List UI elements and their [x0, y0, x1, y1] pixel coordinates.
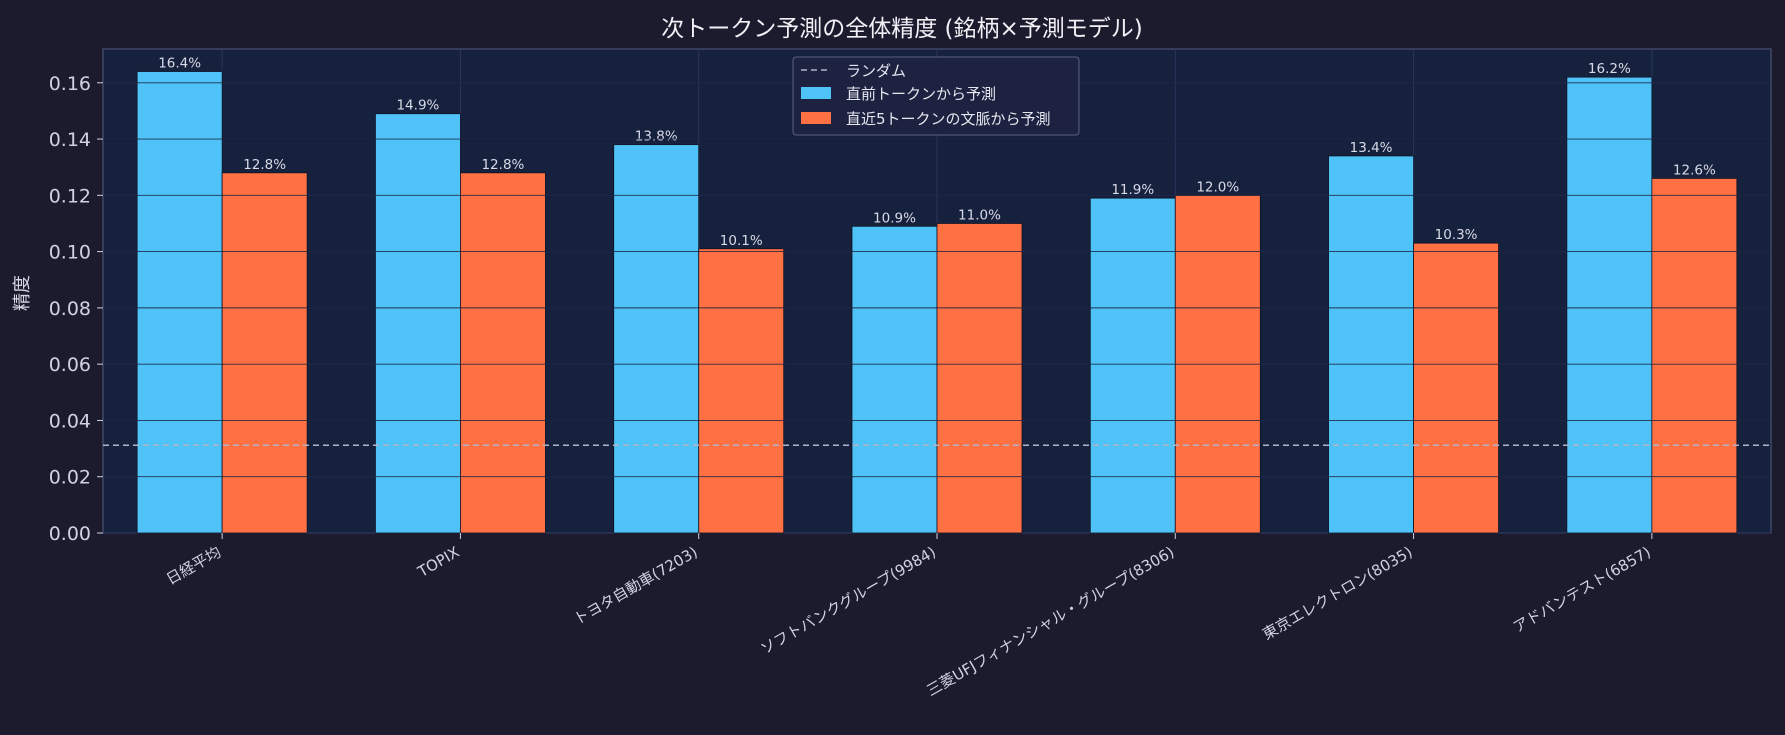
data-label: 10.1% [720, 233, 763, 249]
bar-context-5-tokens [1413, 242, 1499, 534]
data-label: 10.9% [873, 210, 916, 226]
bar-previous-token [851, 225, 938, 534]
bar-previous-token [613, 144, 700, 534]
chart-title: 次トークン予測の全体精度 (銘柄×予測モデル) [661, 16, 1143, 42]
bar-context-5-tokens [698, 248, 785, 534]
legend-series-1-swatch [801, 87, 831, 99]
bar-context-5-tokens [460, 172, 546, 534]
legend-series-2-swatch [801, 112, 831, 124]
data-label: 13.8% [635, 129, 678, 145]
bar-previous-token [1566, 76, 1653, 534]
data-label: 14.9% [396, 98, 439, 114]
data-label: 16.4% [158, 56, 201, 72]
data-label: 12.8% [481, 157, 524, 173]
data-label: 10.3% [1435, 227, 1478, 243]
bar-context-5-tokens [221, 172, 308, 534]
y-tick-label: 0.12 [49, 185, 91, 207]
y-axis-label: 精度 [12, 275, 33, 311]
y-tick-label: 0.16 [49, 73, 91, 95]
bar-previous-token [1328, 155, 1414, 534]
data-label: 12.0% [1196, 179, 1239, 195]
legend-series-2-label: 直近5トークンの文脈から予測 [846, 110, 1051, 128]
bar-context-5-tokens [936, 223, 1023, 534]
bar-previous-token [136, 71, 223, 534]
y-tick-label: 0.02 [49, 467, 91, 489]
legend-random-label: ランダム [846, 62, 906, 80]
y-tick-label: 0.04 [49, 410, 91, 432]
y-tick-label: 0.00 [49, 523, 91, 545]
bar-previous-token [1089, 197, 1176, 534]
y-tick-label: 0.14 [49, 129, 91, 151]
bar-context-5-tokens [1651, 178, 1738, 534]
bars-layer: 16.4% 12.8% 14.9% 12.8% 13.8% 10.1% 10.9% 11.0%… [103, 56, 1771, 534]
data-label: 12.8% [243, 157, 286, 173]
data-label: 11.0% [958, 207, 1001, 223]
y-tick-label: 0.06 [49, 354, 91, 376]
bar-previous-token [375, 113, 461, 534]
data-label: 11.9% [1111, 182, 1154, 198]
y-tick-label: 0.10 [49, 242, 91, 264]
legend-box [792, 56, 1080, 136]
y-axis-ticks: 0.00 0.02 0.04 0.06 0.08 0.10 0.12 0.14 0.16 [49, 73, 103, 545]
data-label: 13.4% [1350, 140, 1393, 156]
data-label: 12.6% [1673, 162, 1716, 178]
legend: ランダム 直前トークンから予測 直近5トークンの文脈から予測 [792, 56, 1080, 136]
data-label: 16.2% [1588, 61, 1631, 77]
y-tick-label: 0.08 [49, 298, 91, 320]
legend-series-1-label: 直前トークンから予測 [846, 85, 996, 103]
